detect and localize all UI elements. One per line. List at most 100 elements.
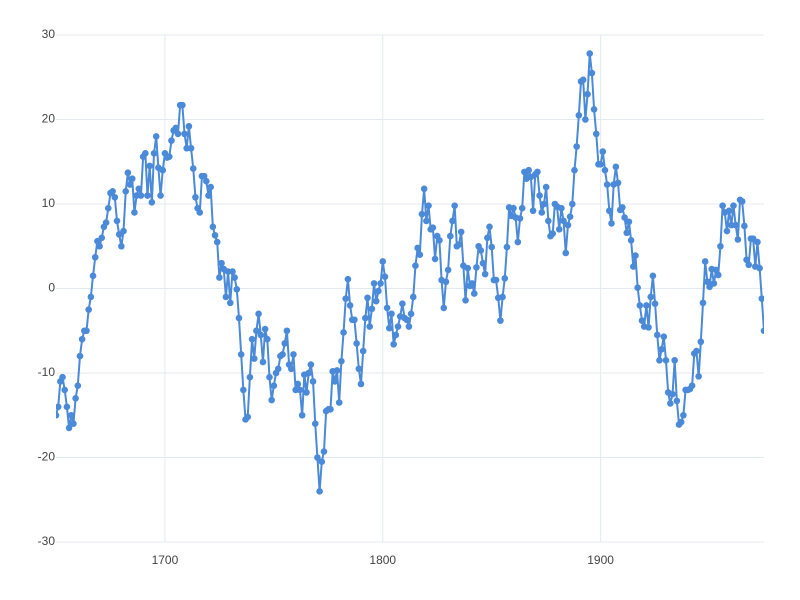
data-point <box>584 90 591 98</box>
data-point <box>599 148 607 155</box>
data-point <box>653 331 661 339</box>
data-point <box>320 448 328 455</box>
data-point <box>758 295 764 302</box>
data-point <box>67 411 75 419</box>
y-tick-label: 20 <box>42 112 56 126</box>
data-point <box>344 275 352 283</box>
data-point <box>342 295 350 302</box>
data-point <box>497 317 504 324</box>
y-tick-label: -10 <box>38 365 56 379</box>
data-point <box>294 380 302 388</box>
data-point <box>152 133 160 140</box>
data-point <box>632 252 639 259</box>
data-point <box>226 299 234 307</box>
data-point <box>257 331 265 339</box>
data-point <box>518 204 526 212</box>
data-point <box>231 274 238 281</box>
data-point <box>362 314 369 322</box>
data-point <box>662 357 670 364</box>
data-point <box>660 333 668 340</box>
data-point <box>179 101 186 109</box>
data-point <box>667 400 674 407</box>
data-point <box>246 373 254 381</box>
data-point <box>416 251 424 258</box>
data-point <box>135 185 143 193</box>
data-point <box>470 290 478 297</box>
data-point <box>414 244 421 252</box>
data-point <box>74 382 82 389</box>
data-point <box>218 259 225 267</box>
data-point <box>399 300 406 308</box>
data-point <box>83 327 90 335</box>
data-point <box>756 264 763 272</box>
data-point <box>213 238 221 246</box>
data-point <box>558 204 565 212</box>
data-point <box>658 346 665 353</box>
data-point <box>695 373 702 380</box>
data-point <box>113 217 121 225</box>
data-point <box>148 199 156 206</box>
data-point <box>89 272 97 280</box>
grid <box>56 34 764 543</box>
y-tick-label: 30 <box>42 27 56 41</box>
data-point <box>447 232 454 240</box>
data-point <box>457 228 465 236</box>
data-point <box>327 406 334 413</box>
data-point <box>157 192 164 199</box>
data-point <box>647 293 655 301</box>
data-point <box>274 365 282 373</box>
data-point <box>196 209 204 216</box>
data-point <box>255 310 262 318</box>
data-point <box>529 207 537 215</box>
data-point <box>128 175 136 182</box>
data-point <box>109 188 116 195</box>
data-point <box>222 293 230 301</box>
data-point <box>61 386 69 394</box>
data-point <box>536 192 543 199</box>
data-point <box>351 316 358 324</box>
data-point <box>760 327 764 335</box>
data-point <box>333 367 341 374</box>
data-point <box>144 192 151 199</box>
data-point <box>181 130 188 138</box>
data-point <box>538 209 546 216</box>
data-point <box>477 247 485 254</box>
data-point <box>159 166 167 174</box>
data-point <box>192 193 199 201</box>
data-point <box>754 238 761 246</box>
data-point <box>719 202 726 209</box>
data-point <box>56 411 60 419</box>
data-point <box>305 369 313 377</box>
data-point <box>636 302 644 309</box>
data-point <box>449 217 456 225</box>
data-point <box>359 347 367 355</box>
data-point <box>634 284 641 291</box>
data-point <box>562 249 570 257</box>
data-point <box>405 323 413 330</box>
data-point <box>261 325 269 333</box>
data-point <box>468 280 476 287</box>
data-point <box>503 243 511 251</box>
data-point <box>264 335 271 343</box>
data-point <box>253 327 260 335</box>
data-point <box>364 294 371 302</box>
data-point <box>205 192 212 199</box>
data-point <box>355 365 363 373</box>
data-point <box>233 286 241 293</box>
data-point <box>573 143 580 150</box>
data-point <box>104 204 112 212</box>
data-point <box>701 258 709 265</box>
data-point <box>331 378 339 385</box>
data-point <box>582 116 589 123</box>
data-point <box>142 150 149 157</box>
data-point <box>150 150 158 157</box>
data-point <box>338 357 345 365</box>
data-point <box>316 488 323 495</box>
data-point <box>279 351 286 358</box>
data-point <box>723 227 731 235</box>
data-point <box>579 76 587 84</box>
data-point <box>335 399 343 406</box>
data-point <box>126 181 134 188</box>
data-point <box>298 411 306 419</box>
